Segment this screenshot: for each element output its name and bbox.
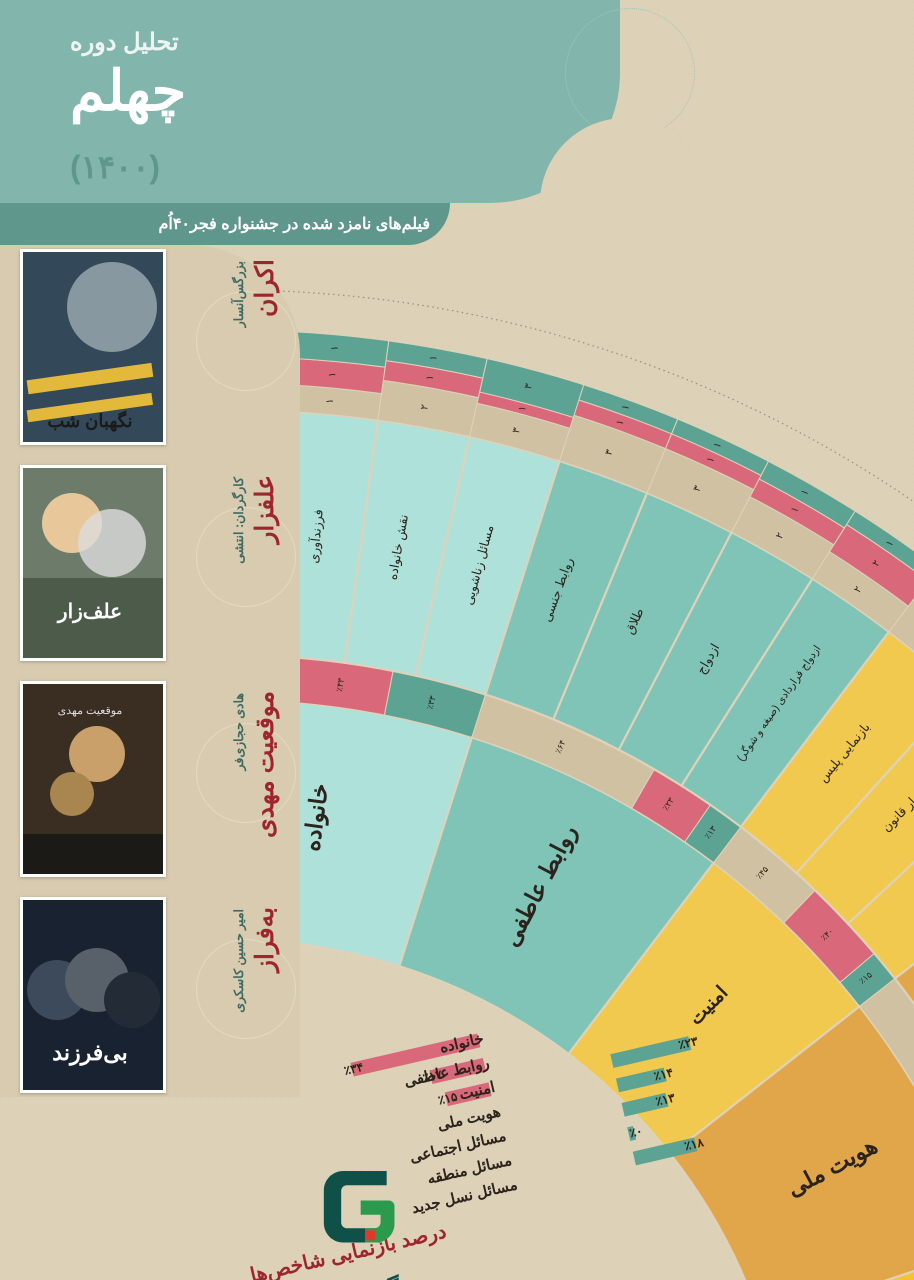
svg-text:٪۰: ٪۰ — [628, 1124, 644, 1141]
svg-text:٪۱۸: ٪۱۸ — [683, 1135, 706, 1153]
svg-text:٪۱۴: ٪۱۴ — [652, 1065, 674, 1083]
svg-text:٪۱۳: ٪۱۳ — [654, 1090, 677, 1108]
svg-text:٪۱۵: ٪۱۵ — [437, 1089, 460, 1107]
svg-text:٪۳۴: ٪۳۴ — [343, 1060, 365, 1078]
svg-text:خانواده: خانواده — [438, 1030, 485, 1057]
svg-text:امنیت: امنیت — [458, 1079, 497, 1104]
svg-text:٪۲۳: ٪۲۳ — [677, 1034, 700, 1052]
